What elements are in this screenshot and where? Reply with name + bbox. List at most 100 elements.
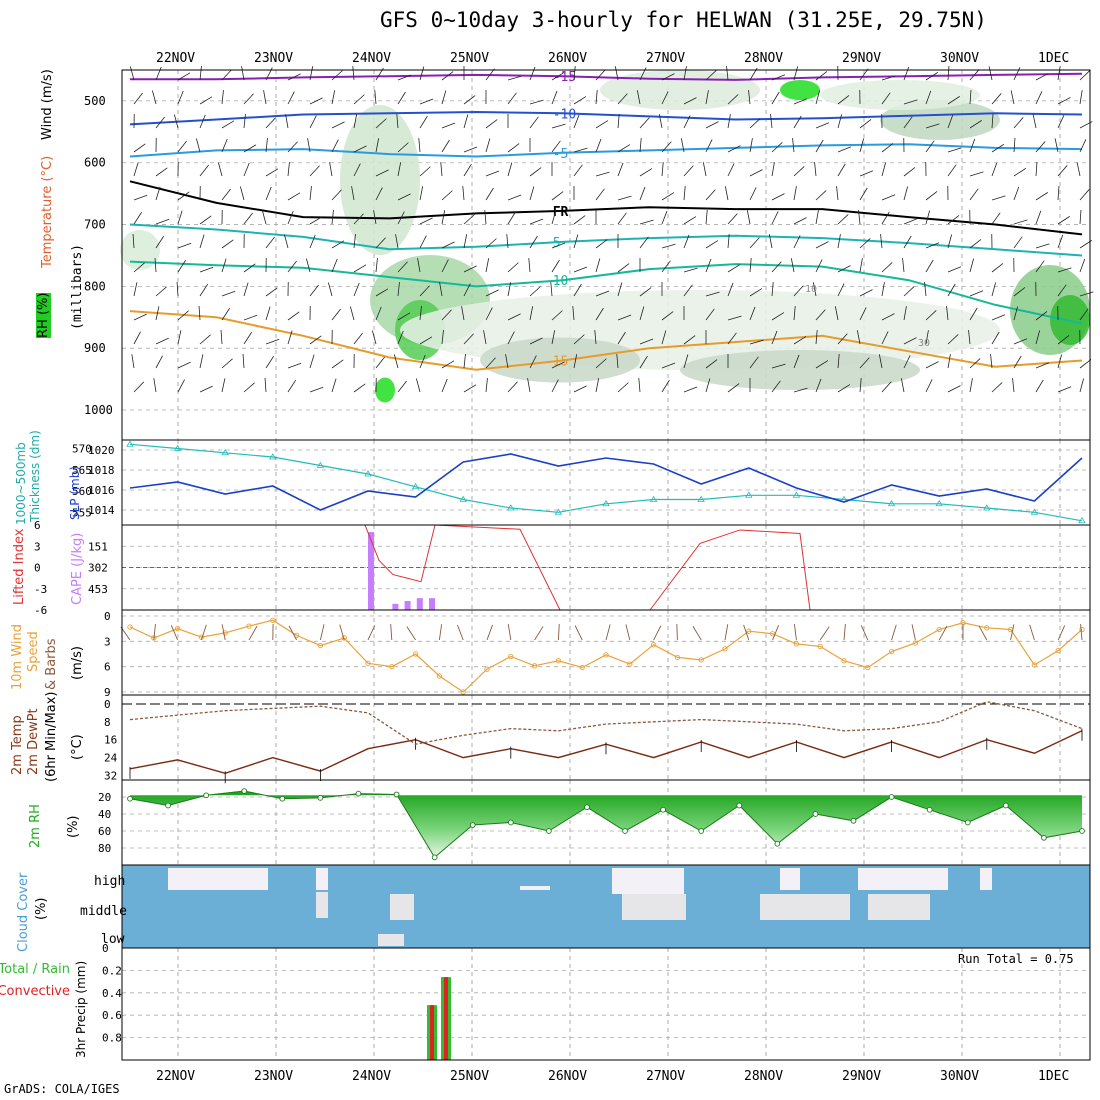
wind-barb xyxy=(815,122,830,129)
wind-barb xyxy=(1013,236,1023,249)
wind-barb xyxy=(1035,162,1038,177)
wind-barb xyxy=(177,242,192,249)
wind-barb xyxy=(771,312,785,321)
wind10-barb xyxy=(743,624,750,641)
wind-barb xyxy=(1079,121,1093,129)
wind-barb xyxy=(1057,115,1065,129)
wind10-barb xyxy=(1057,625,1066,641)
wind-barb xyxy=(375,237,386,249)
wind-barb xyxy=(991,93,1002,105)
wind-barb xyxy=(639,355,648,369)
isotherm-label: 5 xyxy=(553,236,561,251)
wind-barb xyxy=(749,118,761,129)
rh2m-marker xyxy=(127,795,133,802)
wind-barb xyxy=(903,306,907,321)
isotherm-10 xyxy=(129,260,1083,325)
wind-barb xyxy=(815,378,822,393)
wind-barb xyxy=(133,331,141,345)
wind-barb xyxy=(573,96,587,105)
wind-barb xyxy=(683,97,697,105)
wind-barb xyxy=(331,121,345,129)
wind-barb xyxy=(441,378,448,393)
wind-barb xyxy=(1035,141,1046,153)
wind-barb xyxy=(265,338,280,345)
wind-barb xyxy=(397,91,406,105)
cloud-block xyxy=(168,868,268,890)
wind-barb xyxy=(463,333,474,345)
wind-barb xyxy=(990,354,993,369)
isotherm-m5 xyxy=(129,143,1083,158)
wind-barb xyxy=(859,187,868,201)
wind-barb xyxy=(925,361,939,369)
wind-barb xyxy=(925,90,932,105)
wind-barb xyxy=(265,138,268,153)
wind-barb xyxy=(551,140,561,153)
wind-barb xyxy=(793,387,808,393)
wind-barb xyxy=(287,362,302,369)
wind-barb xyxy=(771,162,775,177)
wind-barb xyxy=(353,145,367,153)
wind10-barb xyxy=(319,624,325,641)
wind-barb xyxy=(749,356,759,369)
thickness-marker xyxy=(173,444,182,451)
wind10-marker xyxy=(365,660,371,666)
wind-barb xyxy=(858,210,861,225)
wind-barb xyxy=(507,331,515,345)
wind-barb xyxy=(1079,139,1087,153)
wind-barb xyxy=(617,114,620,129)
wind-barb xyxy=(859,378,862,393)
cloud-block xyxy=(780,868,800,890)
rh2m-marker xyxy=(774,840,781,847)
wind-barb xyxy=(639,219,654,225)
wind10-marker xyxy=(674,654,681,661)
wind-barb xyxy=(727,145,741,153)
wind-barb xyxy=(969,171,984,177)
wind-barb xyxy=(991,282,997,297)
wind-barb xyxy=(991,331,1000,345)
wind-barb xyxy=(837,333,848,345)
wind-barb xyxy=(771,363,786,369)
wind-barb xyxy=(639,236,649,249)
wind-barb xyxy=(793,186,797,201)
wind-barb xyxy=(1035,311,1048,321)
wind-barb xyxy=(617,263,630,273)
precip-tick: 0.8 xyxy=(102,1032,122,1045)
wind-barb xyxy=(461,306,465,321)
wind-barb xyxy=(154,258,157,273)
wind-barb xyxy=(419,186,424,201)
x-tick-bottom: 28NOV xyxy=(744,1069,783,1084)
wind-barb xyxy=(683,66,687,81)
wind10-marker xyxy=(531,663,538,669)
wind-barb xyxy=(1013,219,1028,225)
wind-barb xyxy=(463,95,476,105)
wind-barb xyxy=(790,258,795,273)
rh-shading xyxy=(880,100,1000,140)
li-tick: 0 xyxy=(34,562,41,575)
wind-barb xyxy=(353,213,364,225)
wind-barb xyxy=(903,186,909,201)
wind-barb xyxy=(485,119,498,129)
wind-barb xyxy=(683,386,698,393)
wind10-marker xyxy=(174,626,181,632)
cape-bar xyxy=(416,598,423,610)
precip-tick: 0.6 xyxy=(102,1009,122,1022)
wind-barb xyxy=(771,142,783,153)
wind-barb xyxy=(199,215,212,225)
wind-barb xyxy=(859,68,869,81)
wind-barb xyxy=(131,354,135,369)
wind-barb xyxy=(485,170,500,177)
rh2m-marker xyxy=(507,819,514,826)
wind-barb xyxy=(661,330,667,345)
precip-tick: 0.4 xyxy=(102,987,122,1000)
wind-barb xyxy=(349,306,355,321)
pressure-tick: 800 xyxy=(84,279,106,293)
wind-barb xyxy=(177,310,189,321)
wind-barb xyxy=(925,140,935,153)
content-layer: -15 -10 -5 FR 5 10 15 10 30 xyxy=(120,65,1094,1060)
wind-barb xyxy=(680,138,685,153)
wind-barb xyxy=(946,306,949,321)
wind-barb xyxy=(309,97,323,105)
wind10-barb xyxy=(625,624,631,641)
wind-barb xyxy=(550,282,553,297)
